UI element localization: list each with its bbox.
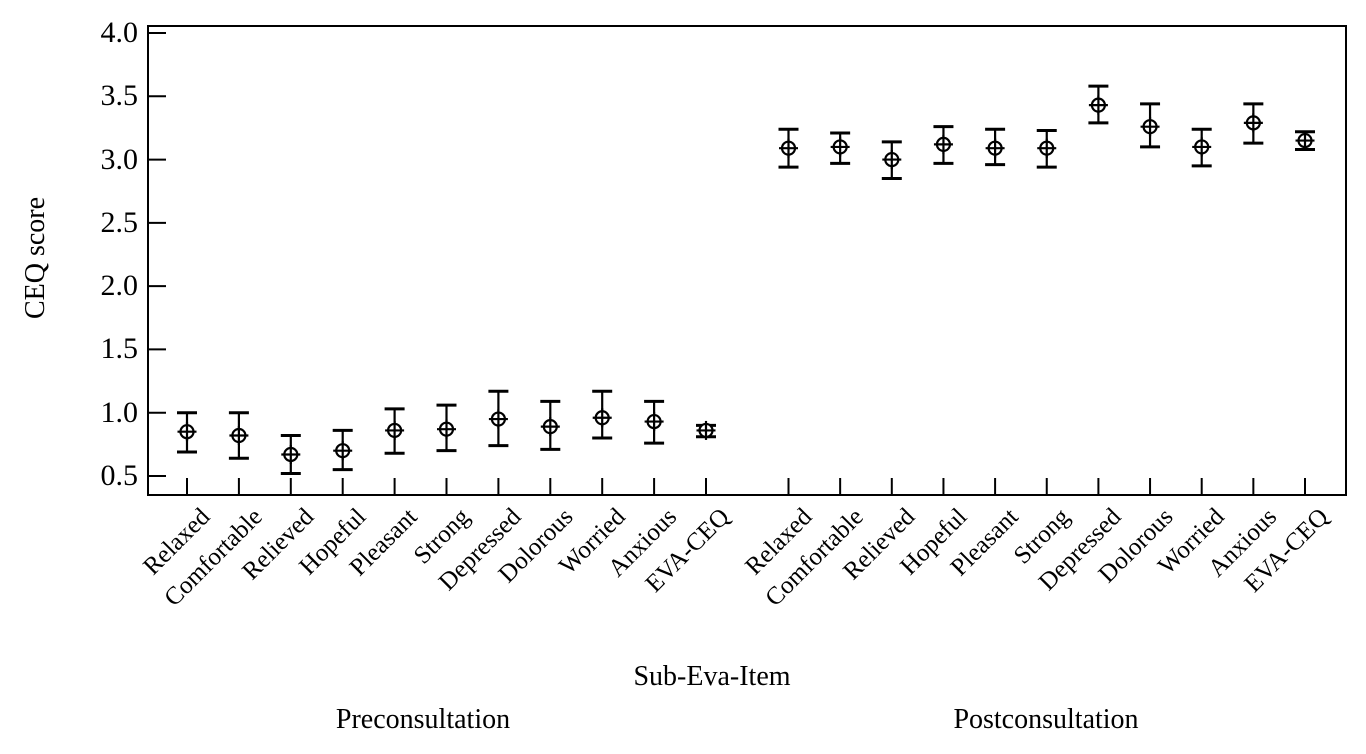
y-tick-label: 3.0 [100, 142, 139, 176]
x-axis-title: Sub-Eva-Item [633, 661, 791, 692]
y-tick-label: 4.0 [100, 16, 139, 49]
y-tick-label: 3.5 [100, 79, 139, 113]
y-tick-label: 1.0 [100, 395, 139, 429]
y-tick-label: 2.0 [100, 269, 139, 303]
y-tick-label: 0.5 [100, 459, 139, 492]
y-tick-label: 2.5 [100, 205, 139, 239]
group-label-postconsultation: Postconsultation [953, 704, 1139, 735]
y-tick-label: 1.5 [100, 332, 139, 366]
axis-frame [147, 25, 1347, 496]
group-label-preconsultation: Preconsultation [335, 704, 511, 735]
y-axis-title: CEQ score [20, 196, 51, 320]
